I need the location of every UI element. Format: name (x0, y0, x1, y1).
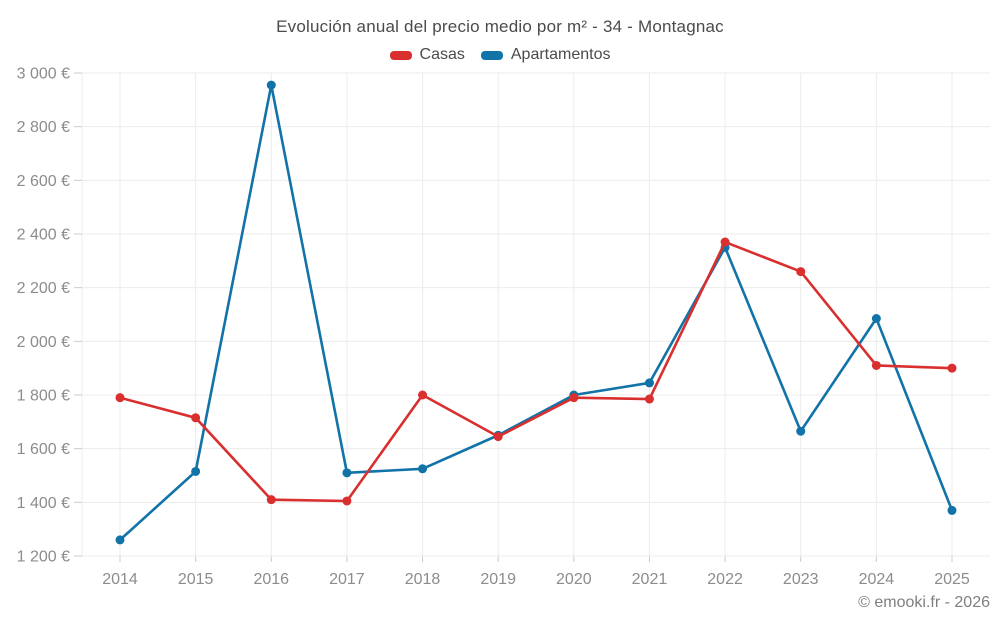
legend-item-apartamentos[interactable]: Apartamentos (480, 46, 611, 64)
data-point-casas-2020[interactable] (569, 393, 579, 403)
data-point-casas-2021[interactable] (644, 394, 654, 404)
x-axis-label: 2019 (480, 571, 516, 588)
data-point-casas-2015[interactable] (191, 413, 201, 423)
x-axis-label: 2020 (556, 571, 592, 588)
apartamentos-line (118, 83, 954, 542)
x-axis-label: 2014 (102, 571, 138, 588)
chart-title: Evolución anual del precio medio por m² … (276, 17, 724, 36)
data-point-apartamentos-2024[interactable] (871, 314, 881, 324)
data-point-casas-2019[interactable] (493, 432, 503, 442)
y-axis-label: 2 800 € (17, 119, 70, 136)
data-point-apartamentos-2025[interactable] (947, 505, 957, 515)
legend-item-casas[interactable]: Casas (389, 46, 465, 64)
data-point-casas-2018[interactable] (418, 390, 428, 400)
y-axis-label: 2 000 € (17, 334, 70, 351)
x-axis-label: 2017 (329, 571, 365, 588)
data-point-casas-2025[interactable] (947, 363, 957, 373)
y-axis-label: 2 400 € (17, 227, 70, 244)
data-point-apartamentos-2015[interactable] (191, 466, 201, 476)
y-axis-label: 1 600 € (17, 441, 70, 458)
data-point-apartamentos-2016[interactable] (266, 80, 276, 90)
y-axis-label: 1 200 € (17, 549, 70, 566)
data-point-apartamentos-2021[interactable] (644, 378, 654, 388)
y-axis-label: 2 200 € (17, 280, 70, 297)
data-point-apartamentos-2018[interactable] (418, 464, 428, 474)
data-point-casas-2014[interactable] (115, 393, 125, 403)
copyright-footer: © emooki.fr - 2026 (858, 594, 990, 611)
data-point-apartamentos-2014[interactable] (115, 535, 125, 545)
x-axis-label: 2015 (178, 571, 214, 588)
x-axis-label: 2024 (859, 571, 895, 588)
y-axis-label: 1 800 € (17, 388, 70, 405)
data-point-casas-2024[interactable] (871, 360, 881, 370)
data-point-apartamentos-2023[interactable] (796, 426, 806, 436)
x-axis-label: 2016 (253, 571, 289, 588)
x-axis-label: 2021 (632, 571, 668, 588)
y-axis-label: 3 000 € (17, 66, 70, 83)
y-axis-label: 2 600 € (17, 173, 70, 190)
data-point-casas-2023[interactable] (796, 267, 806, 277)
legend-label-casas: Casas (419, 46, 465, 63)
data-point-apartamentos-2017[interactable] (342, 468, 352, 478)
legend: Casas Apartamentos (0, 46, 1000, 64)
y-axis-label: 1 400 € (17, 495, 70, 512)
data-point-casas-2017[interactable] (342, 496, 352, 506)
casas-series-swatch-icon (389, 50, 412, 60)
x-axis-label: 2023 (783, 571, 819, 588)
data-point-casas-2022[interactable] (720, 237, 730, 247)
x-axis-label: 2022 (707, 571, 743, 588)
casas-line (118, 240, 954, 503)
legend-label-apartamentos: Apartamentos (510, 46, 611, 63)
x-axis-label: 2025 (934, 571, 970, 588)
apartamentos-series-swatch-icon (480, 50, 503, 60)
data-point-casas-2016[interactable] (266, 495, 276, 505)
x-axis-label: 2018 (405, 571, 441, 588)
